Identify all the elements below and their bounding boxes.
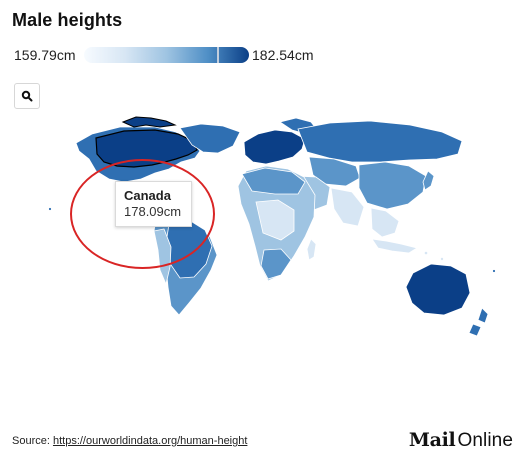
- tooltip-country-value: 178.09cm: [124, 204, 182, 219]
- map-region-central-asia[interactable]: [308, 156, 361, 187]
- legend-max-label: 182.54cm: [252, 47, 314, 63]
- map-region-southeast-asia[interactable]: [370, 207, 400, 238]
- source-link[interactable]: https://ourworldindata.org/human-height: [52, 435, 248, 447]
- map-region-russia[interactable]: [297, 120, 463, 163]
- map-island-dot: [48, 207, 52, 211]
- legend-min-label: 159.79cm: [14, 47, 76, 63]
- map-region-new-zealand-south[interactable]: [468, 323, 482, 337]
- tooltip-country-name: Canada: [124, 188, 171, 203]
- map-region-australia[interactable]: [405, 263, 471, 316]
- map-island-dot: [492, 269, 496, 273]
- map-region-central-africa[interactable]: [255, 199, 295, 241]
- zoom-button[interactable]: [14, 83, 40, 109]
- map-region-greenland[interactable]: [179, 123, 241, 154]
- logo-mail-text: Mail: [408, 429, 456, 451]
- source-note: Source: https://ourworldindata.org/human…: [12, 435, 247, 447]
- map-region-japan[interactable]: [422, 170, 435, 191]
- legend-marker: [217, 47, 219, 63]
- map-region-north-africa[interactable]: [241, 167, 306, 195]
- map-region-canada-islands[interactable]: [121, 116, 177, 128]
- map-island-dot: [440, 257, 444, 261]
- map-region-canada[interactable]: [95, 129, 198, 168]
- map-region-east-asia[interactable]: [358, 161, 427, 210]
- legend-gradient-bar: [84, 47, 249, 63]
- map-region-indonesia[interactable]: [371, 238, 419, 254]
- map-region-south-africa[interactable]: [260, 248, 292, 280]
- map-region-europe[interactable]: [243, 129, 306, 165]
- map-island-dot: [424, 251, 428, 255]
- logo-online-text: Online: [457, 430, 513, 451]
- color-legend: 159.79cm 182.54cm: [14, 45, 344, 65]
- map-region-south-asia[interactable]: [330, 187, 365, 227]
- source-prefix: Source:: [12, 435, 53, 447]
- highlight-ring: [70, 159, 215, 269]
- country-tooltip: Canada 178.09cm: [115, 181, 192, 227]
- page-title: Male heights: [12, 10, 123, 30]
- search-icon: [21, 90, 33, 102]
- mail-online-logo: Mail Online: [409, 429, 513, 452]
- map-region-madagascar[interactable]: [306, 238, 317, 261]
- map-region-new-zealand[interactable]: [477, 307, 489, 324]
